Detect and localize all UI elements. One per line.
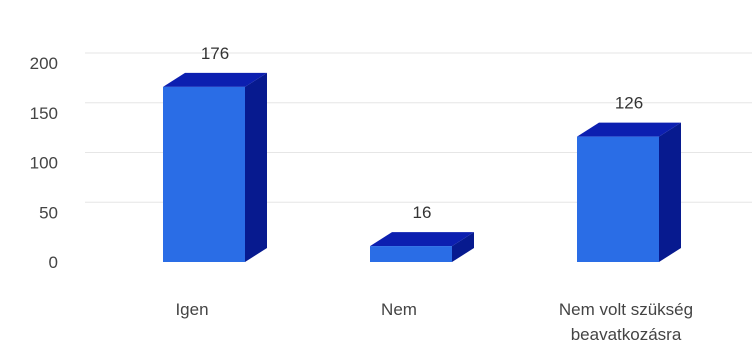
category-label-line: beavatkozásra — [571, 325, 682, 344]
y-tick-label: 200 — [30, 54, 58, 73]
category-label-line: Nem volt szükség — [559, 300, 693, 319]
bar — [163, 72, 267, 262]
category-label-line: Nem — [381, 300, 417, 319]
bar-top — [577, 122, 681, 137]
data-label: 176 — [201, 44, 229, 63]
bar — [370, 232, 474, 262]
category-label: Nem volt szükség beavatkozásra — [559, 300, 693, 344]
data-label: 126 — [615, 94, 643, 113]
bar-front — [370, 246, 452, 262]
data-label: 16 — [413, 203, 432, 222]
bar-top — [163, 72, 267, 87]
y-tick-label: 100 — [30, 154, 58, 173]
data-labels: 176 16 126 — [201, 44, 643, 222]
bar — [577, 122, 681, 262]
y-tick-label: 150 — [30, 104, 58, 123]
category-label-line: Igen — [175, 300, 208, 319]
bar-side — [245, 72, 267, 262]
category-labels: Igen Nem Nem volt szükség beavatkozásra — [175, 300, 693, 344]
bars — [163, 72, 681, 262]
bar-front — [163, 86, 245, 262]
y-axis-ticks: 0 50 100 150 200 — [30, 54, 58, 272]
y-tick-label: 0 — [49, 253, 58, 272]
bar-top — [370, 232, 474, 247]
bar-side — [659, 122, 681, 262]
bar-side — [452, 232, 474, 262]
y-tick-label: 50 — [39, 203, 58, 222]
category-label: Igen — [175, 300, 208, 319]
category-label: Nem — [381, 300, 417, 319]
bar-front — [577, 136, 659, 262]
